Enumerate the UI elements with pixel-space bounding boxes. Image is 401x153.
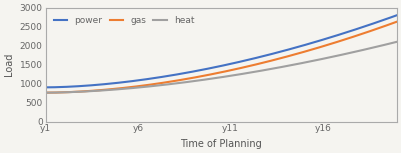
power	[44, 86, 49, 88]
Y-axis label: Load: Load	[4, 53, 14, 76]
Line: gas: gas	[45, 22, 397, 93]
power	[251, 58, 256, 60]
power	[395, 14, 399, 16]
power	[252, 57, 257, 59]
heat	[339, 54, 344, 56]
gas	[251, 64, 256, 66]
X-axis label: Time of Planning: Time of Planning	[180, 139, 262, 149]
gas	[362, 32, 367, 34]
gas	[43, 92, 48, 94]
power	[43, 86, 48, 88]
heat	[258, 70, 263, 72]
heat	[362, 49, 367, 51]
Line: power: power	[45, 15, 397, 87]
gas	[258, 62, 263, 64]
Legend: power, gas, heat: power, gas, heat	[50, 12, 198, 28]
gas	[44, 92, 49, 94]
gas	[252, 64, 257, 66]
gas	[395, 21, 399, 23]
Line: heat: heat	[45, 42, 397, 93]
heat	[252, 71, 257, 73]
heat	[44, 92, 49, 94]
heat	[43, 92, 48, 94]
heat	[395, 41, 399, 43]
power	[258, 56, 263, 58]
power	[339, 33, 344, 35]
gas	[339, 40, 344, 41]
heat	[251, 71, 256, 73]
power	[362, 26, 367, 28]
